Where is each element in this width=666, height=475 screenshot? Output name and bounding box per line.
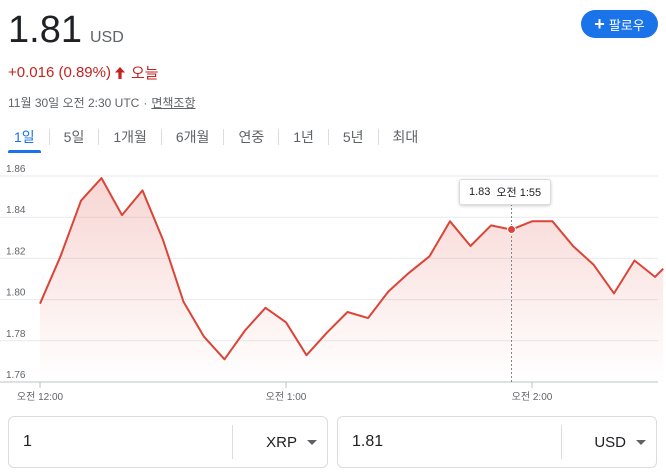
tab-divider bbox=[160, 129, 162, 145]
to-amount-input[interactable] bbox=[338, 432, 561, 452]
caret-down-icon bbox=[636, 439, 646, 445]
from-unit-label: XRP bbox=[266, 433, 297, 451]
tooltip-time: 오전 1:55 bbox=[496, 187, 542, 199]
y-tick-label: 1.76 bbox=[6, 370, 26, 381]
x-tick-label: 오전 12:00 bbox=[17, 391, 64, 403]
timestamp: 11월 30일 오전 2:30 UTC bbox=[8, 96, 140, 110]
current-price: 1.81 bbox=[8, 9, 82, 51]
to-unit-select[interactable]: USD bbox=[562, 434, 656, 451]
converter-to: USD bbox=[337, 416, 657, 468]
converter-divider bbox=[232, 425, 233, 459]
tab-divider bbox=[327, 129, 329, 145]
y-tick-label: 1.84 bbox=[6, 205, 26, 216]
price-chart[interactable]: 1.86 1.84 1.82 1.80 1.78 1.76 오전 12:00 오전 1:00 오… bbox=[0, 160, 666, 410]
from-unit-select[interactable]: XRP bbox=[233, 434, 327, 451]
change-period: 오늘 bbox=[131, 65, 159, 82]
tab-ytd[interactable]: 연중 bbox=[238, 129, 265, 145]
tab-6m[interactable]: 6개월 bbox=[175, 129, 210, 145]
x-tick-label: 오전 2:00 bbox=[512, 391, 553, 403]
arrow-up-icon bbox=[115, 66, 125, 79]
timestamp-row: 11월 30일 오전 2:30 UTC · 면책조항 bbox=[8, 94, 196, 111]
plus-icon: + bbox=[594, 14, 605, 34]
converter-divider bbox=[561, 425, 562, 459]
converter-from: XRP bbox=[8, 416, 328, 468]
separator: · bbox=[143, 96, 148, 110]
y-tick-label: 1.80 bbox=[6, 288, 26, 299]
tab-5d[interactable]: 5일 bbox=[63, 129, 85, 145]
follow-button[interactable]: + 팔로우 bbox=[581, 10, 658, 38]
change-value: +0.016 (0.89%) bbox=[8, 64, 111, 81]
range-tabs: 1일 5일 1개월 6개월 연중 1년 5년 최대 bbox=[0, 124, 666, 153]
price-currency: USD bbox=[89, 29, 124, 46]
from-amount-input[interactable] bbox=[9, 432, 232, 452]
x-tick-label: 오전 1:00 bbox=[266, 391, 307, 403]
tab-1y[interactable]: 1년 bbox=[293, 129, 314, 145]
price-line bbox=[39, 177, 664, 361]
chart-tooltip: 1.83 오전 1:55 bbox=[459, 179, 552, 205]
tab-divider bbox=[278, 129, 280, 145]
tab-divider bbox=[223, 129, 225, 145]
tooltip-value: 1.83 bbox=[469, 186, 491, 198]
tab-divider bbox=[98, 129, 100, 145]
tab-divider bbox=[377, 129, 379, 145]
tab-1m[interactable]: 1개월 bbox=[113, 129, 147, 145]
tab-max[interactable]: 최대 bbox=[392, 129, 419, 145]
y-tick-label: 1.82 bbox=[6, 246, 26, 257]
price-area bbox=[40, 178, 664, 382]
price-header: 1.81 USD bbox=[8, 8, 124, 52]
hover-point bbox=[507, 225, 516, 235]
tab-divider bbox=[48, 129, 50, 145]
tab-5y[interactable]: 5년 bbox=[342, 129, 364, 145]
to-unit-label: USD bbox=[594, 433, 626, 451]
price-chart-svg: 1.86 1.84 1.82 1.80 1.78 1.76 오전 12:00 오전 1:00 오… bbox=[0, 164, 664, 403]
y-tick-label: 1.86 bbox=[6, 164, 26, 175]
price-change: +0.016 (0.89%) 오늘 bbox=[8, 62, 159, 83]
disclaimer-link[interactable]: 면책조항 bbox=[151, 96, 196, 110]
caret-down-icon bbox=[307, 439, 317, 445]
follow-label: 팔로우 bbox=[608, 17, 645, 33]
tab-1d[interactable]: 1일 bbox=[0, 126, 49, 153]
y-tick-label: 1.78 bbox=[6, 329, 26, 340]
